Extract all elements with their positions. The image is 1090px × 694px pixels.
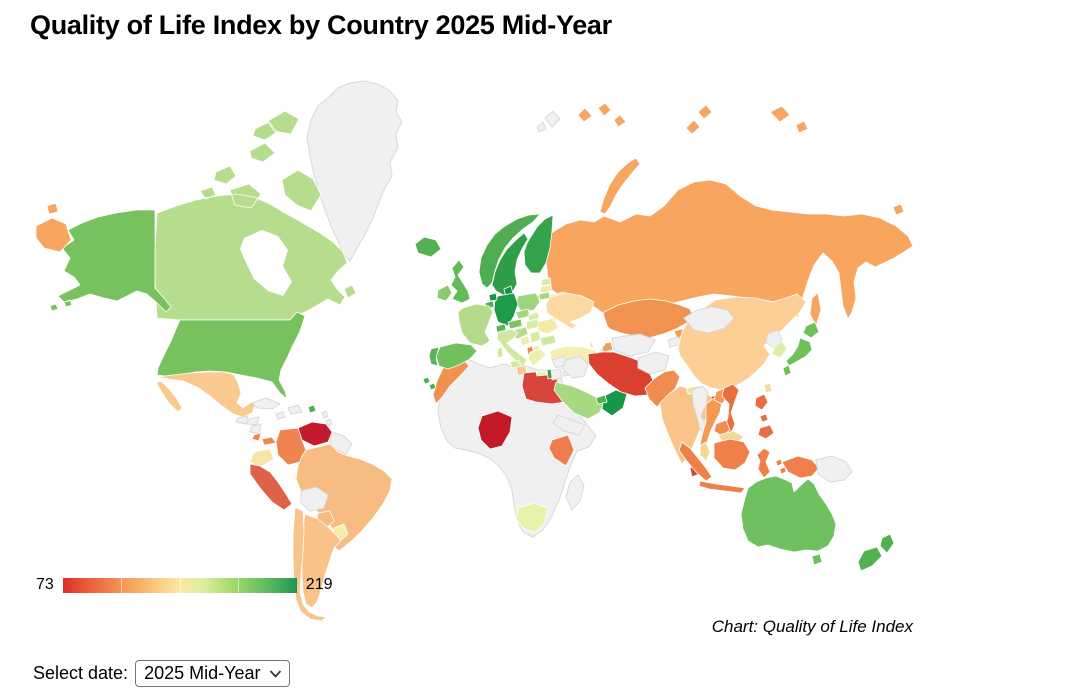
country-italy[interactable]	[496, 328, 528, 369]
legend-min-value: 73	[36, 576, 54, 593]
country-puerto-rico[interactable]	[307, 404, 317, 414]
country-ireland[interactable]	[436, 284, 453, 302]
country-south-korea[interactable]	[771, 340, 788, 359]
country-france[interactable]	[457, 303, 494, 347]
country-kenya[interactable]	[548, 434, 575, 467]
date-select-label: Select date:	[33, 663, 129, 683]
country-peru[interactable]	[249, 463, 293, 511]
country-bosnia[interactable]	[519, 335, 531, 347]
legend-max-value: 219	[305, 576, 333, 593]
country-bolivia[interactable]	[300, 486, 329, 512]
country-united-kingdom[interactable]	[450, 259, 471, 304]
legend-gradient-bar	[62, 577, 297, 593]
color-scale-legend: 73 219	[36, 576, 333, 594]
country-south-africa[interactable]	[515, 502, 549, 533]
country-netherlands[interactable]	[488, 292, 498, 302]
hudson-bay	[240, 230, 292, 296]
country-uae[interactable]	[595, 394, 608, 405]
country-china[interactable]	[677, 293, 807, 391]
country-australia[interactable]	[740, 475, 837, 566]
country-united-states[interactable]	[49, 209, 306, 400]
country-hungary[interactable]	[525, 318, 540, 331]
country-estonia[interactable]	[540, 277, 552, 287]
country-yemen[interactable]	[552, 414, 586, 436]
country-svalbard[interactable]	[536, 110, 561, 133]
country-latvia[interactable]	[539, 284, 553, 294]
country-lithuania[interactable]	[538, 291, 551, 301]
country-afghanistan[interactable]	[637, 351, 670, 375]
legend-tick	[121, 577, 123, 593]
page-title: Quality of Life Index by Country 2025 Mi…	[30, 10, 612, 40]
country-nicaragua[interactable]	[249, 423, 262, 435]
country-spain[interactable]	[435, 342, 478, 370]
country-ukraine[interactable]	[545, 292, 595, 330]
country-finland[interactable]	[523, 214, 554, 274]
country-portugal[interactable]	[428, 346, 440, 367]
country-nigeria[interactable]	[477, 410, 513, 450]
country-iraq[interactable]	[561, 355, 589, 379]
country-new-zealand[interactable]	[857, 533, 895, 572]
country-guatemala[interactable]	[235, 415, 249, 425]
country-bulgaria[interactable]	[539, 334, 557, 347]
world-choropleth-map	[35, 80, 914, 622]
country-serbia[interactable]	[529, 330, 542, 344]
country-israel[interactable]	[546, 368, 553, 380]
country-panama[interactable]	[261, 436, 277, 446]
country-cuba[interactable]	[251, 397, 281, 410]
country-romania[interactable]	[537, 317, 559, 335]
country-costa-rica[interactable]	[251, 432, 262, 442]
caspian-sea	[590, 315, 609, 354]
country-atlantic-islands[interactable]	[422, 376, 437, 391]
country-mexico[interactable]	[155, 371, 256, 418]
country-japan[interactable]	[782, 321, 820, 377]
country-ecuador[interactable]	[249, 448, 275, 468]
date-select[interactable]: 2025 Mid-Year	[135, 660, 291, 687]
date-select-wrap: 2025 Mid-Year	[135, 660, 291, 687]
country-oman[interactable]	[601, 389, 628, 417]
country-philippines[interactable]	[754, 393, 775, 440]
country-central-asia[interactable]	[611, 333, 656, 357]
legend-tick	[238, 577, 240, 593]
country-czechia[interactable]	[515, 308, 531, 320]
country-austria[interactable]	[507, 318, 523, 330]
country-mongolia[interactable]	[683, 306, 735, 334]
country-saudi-arabia[interactable]	[553, 381, 606, 420]
chart-attribution: Chart: Quality of Life Index	[711, 617, 913, 636]
country-jamaica[interactable]	[275, 411, 286, 420]
date-control-row: Select date: 2025 Mid-Year	[33, 660, 291, 687]
legend-tick	[179, 577, 181, 593]
country-greece[interactable]	[527, 348, 548, 377]
country-iceland[interactable]	[414, 236, 442, 258]
country-papua-new-guinea[interactable]	[815, 455, 853, 483]
country-russia[interactable]	[35, 102, 914, 327]
country-argentina[interactable]	[301, 513, 342, 609]
country-vietnam[interactable]	[721, 383, 740, 436]
country-slovakia[interactable]	[527, 311, 540, 322]
country-germany[interactable]	[493, 292, 519, 327]
country-jordan[interactable]	[550, 368, 563, 381]
country-lesser-antilles[interactable]	[321, 410, 333, 427]
country-greenland[interactable]	[306, 80, 403, 262]
country-madagascar[interactable]	[565, 474, 585, 511]
country-malaysia[interactable]	[699, 430, 745, 462]
country-taiwan[interactable]	[763, 382, 773, 394]
country-honduras[interactable]	[246, 416, 260, 426]
country-hispaniola[interactable]	[287, 404, 303, 415]
country-pakistan[interactable]	[644, 369, 681, 408]
country-canada[interactable]	[154, 110, 357, 321]
